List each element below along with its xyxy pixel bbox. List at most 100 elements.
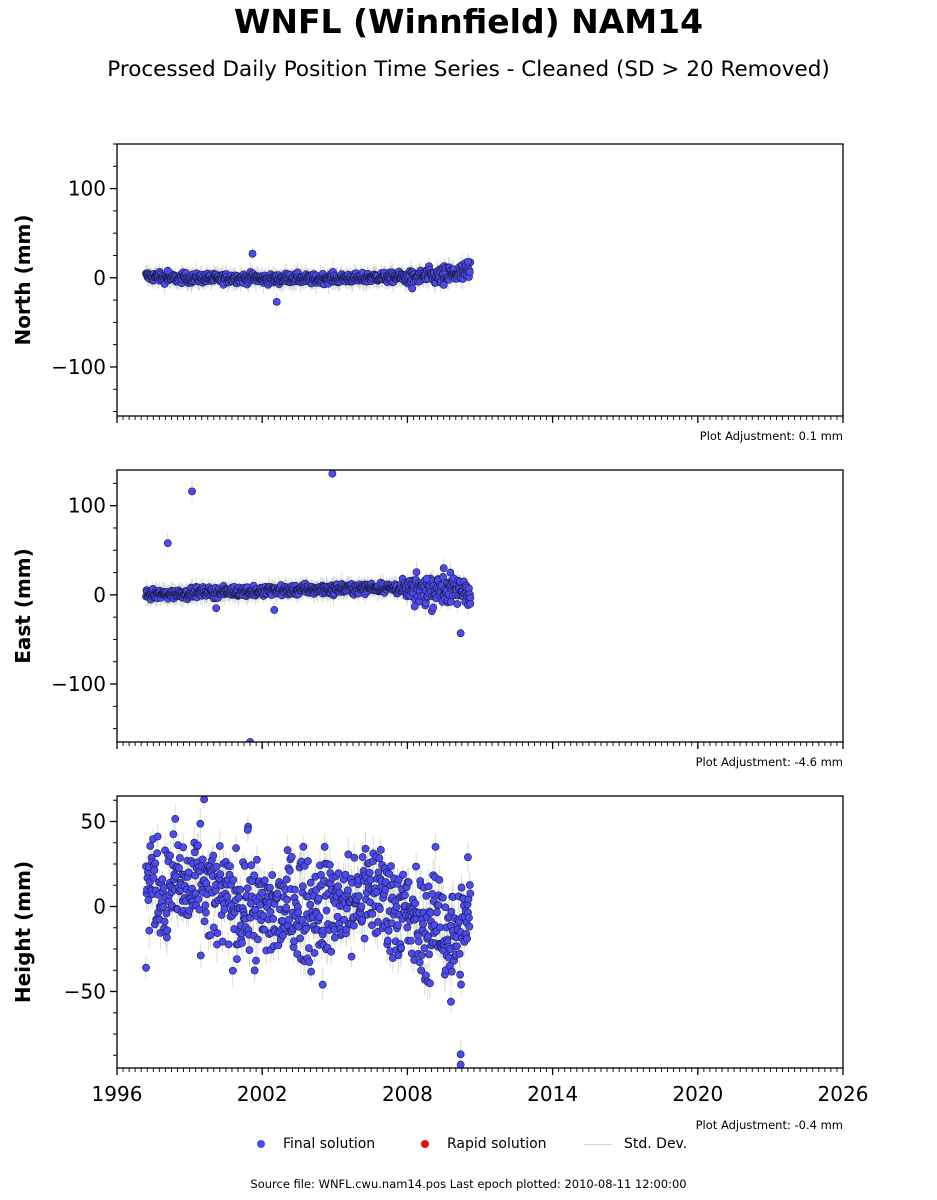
final-solution-point: [142, 963, 150, 972]
final-solution-point: [306, 878, 315, 887]
panel-1: 100 0 −100 East (mm) Plot Adjustment: -4.6 m…: [11, 469, 844, 769]
final-solution-point: [439, 893, 447, 902]
final-solution-point: [163, 539, 172, 548]
final-solution-point: [213, 929, 222, 938]
final-solution-point: [285, 866, 294, 875]
final-solution-point: [412, 862, 420, 871]
final-solution-point: [320, 842, 329, 851]
final-solution-point: [411, 899, 420, 908]
final-solution-point: [200, 917, 209, 926]
final-solution-point: [415, 958, 424, 967]
final-solution-point: [317, 871, 325, 879]
final-solution-point: [298, 882, 307, 891]
final-solution-point: [384, 926, 393, 935]
std-dev-line-icon: [584, 1143, 612, 1145]
final-solution-point: [463, 257, 472, 266]
final-solution-point: [368, 921, 376, 930]
final-solution-point: [171, 872, 180, 881]
final-solution-point: [194, 841, 202, 850]
source-footer: Source file: WNFL.cwu.nam14.pos Last epo…: [250, 1177, 687, 1191]
final-solution-point: [252, 956, 260, 965]
final-solution-point: [153, 832, 162, 841]
final-solution-point: [426, 909, 435, 917]
final-solution-point: [310, 949, 319, 957]
final-solution-point: [146, 842, 155, 850]
final-solution-point: [201, 908, 210, 917]
final-solution-point: [163, 933, 171, 942]
final-solution-point: [456, 1060, 465, 1068]
final-solution-point: [245, 946, 254, 955]
final-solution-point: [447, 967, 456, 976]
final-solution-point: [446, 568, 455, 577]
final-solution-point: [341, 870, 350, 879]
final-solution-point: [247, 861, 256, 870]
final-solution-point: [250, 966, 259, 975]
final-solution-point: [410, 602, 419, 611]
x-tick-label: 2026: [818, 1082, 869, 1106]
x-tick-label: 2014: [527, 1082, 578, 1106]
final-solution-point: [453, 600, 462, 608]
final-solution-point: [226, 862, 234, 871]
final-solution-point: [153, 849, 162, 858]
final-solution-point: [456, 629, 465, 638]
final-solution-point: [325, 861, 334, 869]
final-solution-marker-icon: [257, 1140, 265, 1148]
final-solution-point: [188, 487, 196, 496]
final-solution-point: [439, 573, 447, 581]
legend-final-label: Final solution: [283, 1136, 376, 1152]
final-solution-point: [304, 944, 313, 953]
final-solution-point: [216, 870, 225, 879]
final-solution-point: [163, 926, 172, 935]
final-solution-point: [365, 868, 374, 877]
final-solution-point: [282, 903, 291, 912]
final-solution-point: [407, 936, 415, 945]
y-tick-label: 100: [68, 177, 106, 201]
final-solution-point: [234, 893, 243, 902]
y-tick-label: −50: [64, 980, 106, 1004]
final-solution-point: [441, 903, 450, 912]
final-solution-point: [233, 955, 241, 964]
final-solution-point: [387, 862, 395, 871]
final-solution-point: [195, 905, 204, 914]
final-solution-point: [159, 883, 168, 892]
final-solution-point: [278, 931, 287, 940]
final-solution-point: [246, 738, 254, 742]
final-solution-point: [435, 875, 444, 884]
y-tick-label: 0: [93, 895, 106, 919]
final-solution-point: [403, 923, 412, 932]
final-solution-point: [250, 871, 259, 880]
final-solution-point: [463, 934, 471, 943]
final-solution-point: [273, 889, 282, 898]
final-solution-point: [344, 850, 353, 859]
final-solution-point: [150, 866, 159, 875]
final-solution-point: [159, 903, 168, 911]
final-solution-point: [220, 905, 229, 914]
final-solution-point: [327, 947, 336, 956]
axes-frame: [116, 469, 844, 743]
final-solution-point: [383, 936, 392, 945]
final-solution-point: [243, 884, 252, 893]
final-solution-point: [302, 924, 310, 933]
final-solution-point: [465, 922, 474, 931]
final-solution-point: [457, 980, 465, 989]
final-solution-point: [466, 599, 475, 608]
final-solution-point: [215, 842, 224, 850]
final-solution-points: [142, 249, 475, 306]
y-axis-label: Height (mm): [11, 861, 35, 1003]
final-solution-point: [260, 876, 269, 885]
y-tick-label: 0: [93, 266, 106, 290]
final-solution-point: [166, 851, 175, 860]
final-solution-point: [270, 606, 279, 614]
final-solution-point: [198, 855, 207, 864]
final-solution-point: [397, 944, 406, 952]
panel-2: 50 0 −50 1996 2002 2008 2014 2020 2026 Height (mm…: [11, 795, 869, 1132]
final-solution-point: [160, 917, 169, 926]
final-solution-point: [232, 844, 240, 853]
final-solution-point: [291, 885, 299, 894]
final-solution-points: [142, 470, 475, 742]
final-solution-point: [439, 564, 448, 572]
final-solution-point: [149, 874, 158, 882]
final-solution-point: [431, 842, 440, 851]
y-tick-label: 50: [81, 810, 106, 834]
final-solution-point: [240, 862, 249, 870]
